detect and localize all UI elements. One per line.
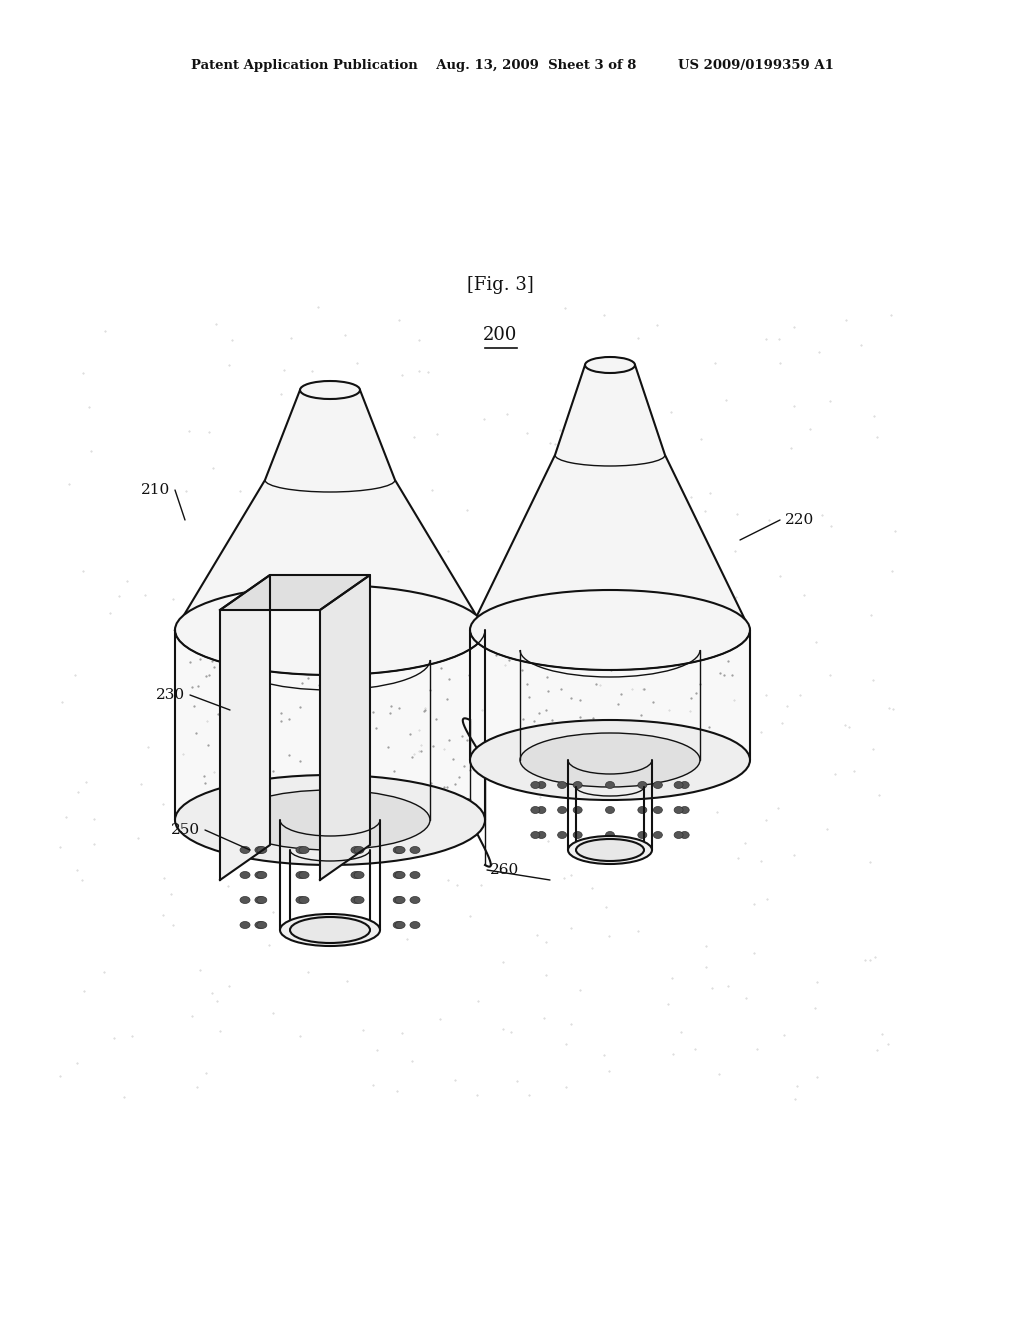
Ellipse shape — [680, 832, 689, 838]
Ellipse shape — [280, 913, 380, 946]
Ellipse shape — [354, 921, 365, 928]
Ellipse shape — [605, 807, 614, 813]
Ellipse shape — [585, 356, 635, 374]
Ellipse shape — [255, 871, 265, 879]
Ellipse shape — [573, 807, 583, 813]
Ellipse shape — [410, 921, 420, 928]
Ellipse shape — [410, 871, 420, 879]
Ellipse shape — [558, 832, 566, 838]
Ellipse shape — [255, 921, 265, 928]
Ellipse shape — [653, 781, 663, 788]
Polygon shape — [220, 576, 270, 880]
Text: [Fig. 3]: [Fig. 3] — [467, 276, 534, 294]
Ellipse shape — [296, 896, 306, 903]
Ellipse shape — [575, 840, 644, 861]
Ellipse shape — [395, 921, 406, 928]
Ellipse shape — [638, 807, 647, 813]
Ellipse shape — [299, 921, 309, 928]
Ellipse shape — [674, 832, 683, 838]
Text: 250: 250 — [171, 822, 200, 837]
Ellipse shape — [393, 871, 403, 879]
Ellipse shape — [240, 846, 250, 854]
Ellipse shape — [296, 846, 306, 854]
Ellipse shape — [558, 781, 566, 788]
Ellipse shape — [470, 590, 750, 671]
Text: 230: 230 — [156, 688, 185, 702]
Ellipse shape — [299, 846, 309, 854]
Ellipse shape — [257, 871, 267, 879]
Ellipse shape — [680, 781, 689, 788]
Ellipse shape — [175, 585, 485, 675]
Ellipse shape — [393, 846, 403, 854]
Ellipse shape — [354, 871, 365, 879]
Ellipse shape — [638, 781, 647, 788]
Text: Patent Application Publication    Aug. 13, 2009  Sheet 3 of 8         US 2009/01: Patent Application Publication Aug. 13, … — [190, 58, 834, 71]
Ellipse shape — [520, 733, 700, 787]
Ellipse shape — [240, 896, 250, 903]
Ellipse shape — [175, 775, 485, 865]
Ellipse shape — [255, 896, 265, 903]
Text: 210: 210 — [140, 483, 170, 498]
Ellipse shape — [255, 846, 265, 854]
Ellipse shape — [573, 832, 583, 838]
Ellipse shape — [674, 781, 683, 788]
Ellipse shape — [638, 832, 647, 838]
Text: 200: 200 — [482, 326, 517, 345]
Ellipse shape — [300, 381, 360, 399]
Ellipse shape — [354, 896, 365, 903]
Ellipse shape — [653, 832, 663, 838]
Ellipse shape — [537, 832, 546, 838]
Ellipse shape — [680, 807, 689, 813]
Ellipse shape — [257, 896, 267, 903]
Ellipse shape — [674, 807, 683, 813]
Ellipse shape — [573, 781, 583, 788]
Text: 260: 260 — [490, 863, 519, 876]
Ellipse shape — [530, 807, 540, 813]
Ellipse shape — [299, 896, 309, 903]
Polygon shape — [319, 576, 370, 880]
Ellipse shape — [530, 832, 540, 838]
Polygon shape — [220, 576, 370, 610]
Ellipse shape — [257, 846, 267, 854]
Ellipse shape — [354, 846, 365, 854]
Ellipse shape — [395, 871, 406, 879]
Ellipse shape — [351, 896, 360, 903]
Ellipse shape — [558, 807, 566, 813]
Ellipse shape — [230, 789, 430, 850]
Ellipse shape — [290, 917, 370, 942]
Polygon shape — [470, 630, 750, 760]
Ellipse shape — [605, 832, 614, 838]
Ellipse shape — [605, 781, 614, 788]
Ellipse shape — [537, 807, 546, 813]
Polygon shape — [175, 389, 485, 630]
Ellipse shape — [410, 846, 420, 854]
Ellipse shape — [296, 921, 306, 928]
Ellipse shape — [299, 871, 309, 879]
Ellipse shape — [351, 921, 360, 928]
Ellipse shape — [537, 781, 546, 788]
Ellipse shape — [393, 921, 403, 928]
Ellipse shape — [351, 871, 360, 879]
Ellipse shape — [653, 807, 663, 813]
Ellipse shape — [351, 846, 360, 854]
Ellipse shape — [393, 896, 403, 903]
Text: 220: 220 — [785, 513, 814, 527]
Polygon shape — [470, 366, 750, 630]
Ellipse shape — [568, 836, 652, 865]
Polygon shape — [175, 630, 485, 820]
Ellipse shape — [240, 871, 250, 879]
Ellipse shape — [395, 846, 406, 854]
Ellipse shape — [257, 921, 267, 928]
Ellipse shape — [530, 781, 540, 788]
Ellipse shape — [296, 871, 306, 879]
Ellipse shape — [410, 896, 420, 903]
Ellipse shape — [470, 719, 750, 800]
Ellipse shape — [240, 921, 250, 928]
Ellipse shape — [395, 896, 406, 903]
